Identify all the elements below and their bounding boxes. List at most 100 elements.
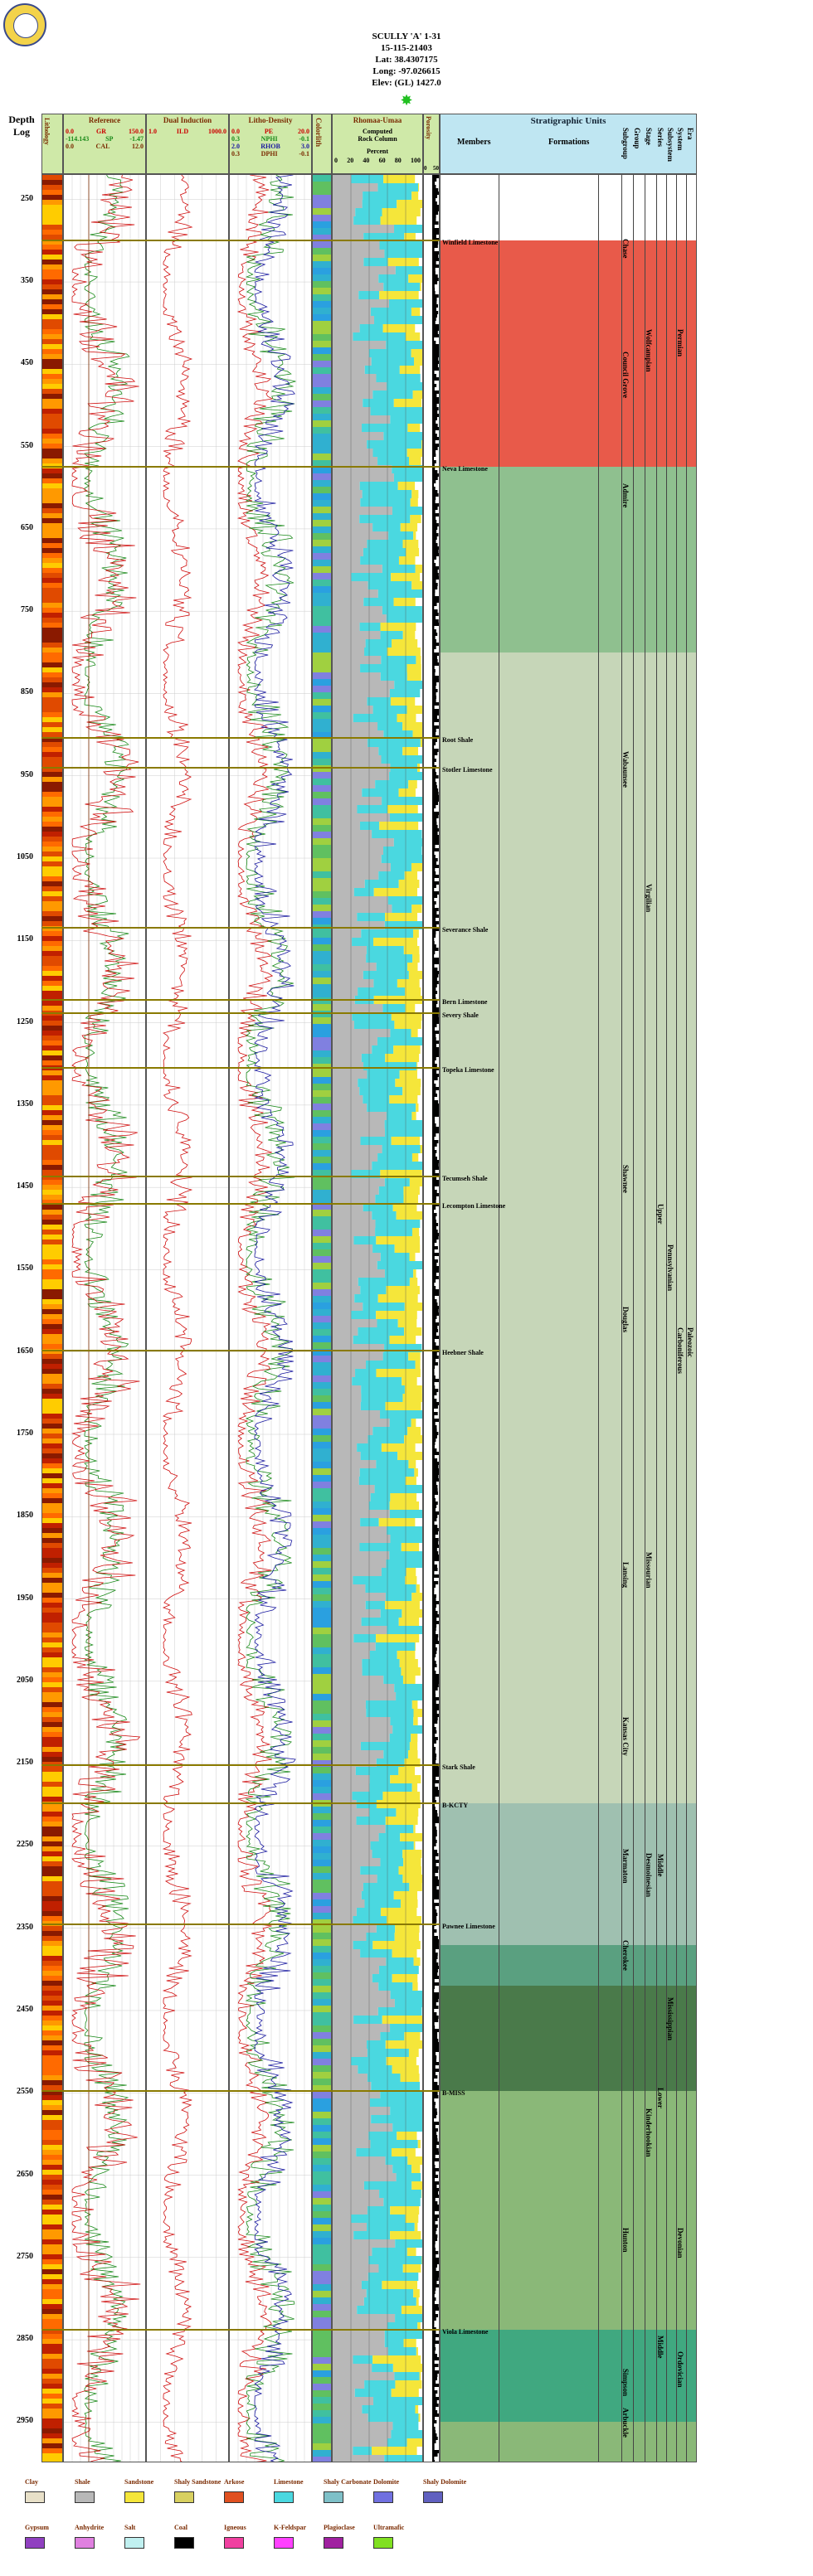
porosity-bar [432, 1555, 439, 1558]
porosity-bar [432, 331, 438, 334]
colorlith-segment [313, 1283, 331, 1289]
porosity-bar [432, 686, 436, 689]
lithology-segment [42, 817, 62, 822]
depth-tick-label: 1950 [17, 1593, 33, 1603]
lithology-segment [42, 1747, 62, 1752]
rock-segment [333, 2215, 352, 2223]
colorlith-segment [313, 944, 331, 951]
rock-segment [400, 1833, 422, 1841]
porosity-bar [432, 235, 436, 238]
porosity-bar [432, 1787, 439, 1790]
well-lat: Lat: 38.4307175 [375, 55, 438, 65]
rock-segment [420, 739, 422, 747]
member-label: Severance Shale [442, 926, 489, 934]
porosity-bar [432, 1286, 436, 1289]
rock-segment [402, 1850, 422, 1858]
legend-swatch [274, 2537, 294, 2549]
rock-segment [361, 1618, 399, 1626]
porosity-bar [432, 1206, 436, 1210]
porosity-bar [432, 871, 436, 875]
rock-segment [333, 332, 353, 341]
rock-segment [393, 1045, 421, 1054]
rock-segment [377, 589, 422, 598]
rock-segment [380, 216, 417, 225]
litho-density-curves [230, 175, 311, 2462]
lithology-segment [42, 1667, 62, 1672]
colorlith-segment [313, 964, 331, 971]
colorlith-segment [313, 274, 331, 281]
porosity-bar [432, 517, 436, 520]
rock-segment [383, 730, 413, 739]
lithology-segment [42, 1812, 62, 1817]
porosity-bar [432, 1226, 436, 1230]
lithology-segment [42, 1329, 62, 1334]
porosity-bar [432, 2271, 439, 2274]
rock-segment [333, 1220, 376, 1228]
rock-segment [333, 1866, 361, 1875]
lithology-segment [42, 1100, 62, 1105]
porosity-bar [432, 689, 438, 692]
lithology-segment [42, 2279, 62, 2284]
porosity-bar [432, 556, 436, 560]
colorlith-segment [313, 2098, 331, 2105]
lithology-segment [42, 1235, 62, 1239]
porosity-bar [432, 914, 439, 918]
colorlith-segment [313, 1528, 331, 1535]
colorlith-segment [313, 1899, 331, 1906]
porosity-bar [432, 417, 437, 420]
porosity-bar [432, 2035, 438, 2039]
porosity-bar [432, 2181, 439, 2185]
rock-segment [333, 391, 373, 399]
porosity-bar [432, 1366, 436, 1369]
rock-segment [333, 1535, 391, 1543]
lithology-segment [42, 767, 62, 772]
lithology-segment [42, 757, 62, 762]
percent-tick: 20 [347, 157, 354, 164]
lithology-segment [42, 230, 62, 235]
colorlith-segment [313, 1707, 331, 1714]
well-name: SCULLY 'A' 1-31 [372, 32, 441, 41]
porosity-bar [432, 357, 439, 361]
rock-segment [333, 1079, 358, 1087]
rock-segment [333, 507, 392, 515]
porosity-bar [432, 2244, 436, 2248]
rock-segment [373, 888, 417, 896]
lithology-segment [42, 1558, 62, 1563]
rock-segment [355, 1369, 377, 1377]
porosity-bar [432, 2417, 436, 2420]
colorlith-segment [313, 1137, 331, 1143]
rock-segment [381, 656, 416, 664]
lithology-segment [42, 1946, 62, 1951]
rock-segment [384, 1344, 422, 1352]
rock-segment [333, 1037, 377, 1045]
porosity-bar [432, 543, 438, 546]
porosity-bar [432, 928, 439, 931]
rock-segment [364, 2380, 396, 2389]
rock-segment [363, 1095, 390, 1104]
legend-swatch [324, 2491, 343, 2503]
lithology-segment [42, 847, 62, 851]
rock-segment [333, 2231, 354, 2239]
lithology-segment [42, 1603, 62, 1608]
rock-segment [366, 1709, 414, 1717]
colorlith-segment [313, 2443, 331, 2450]
rock-segment [333, 424, 363, 432]
porosity-bar [432, 1584, 436, 1588]
porosity-bar [432, 1803, 436, 1807]
porosity-bar [432, 1382, 435, 1385]
porosity-bar [432, 924, 437, 928]
porosity-bar [432, 961, 439, 964]
rock-segment [333, 258, 364, 266]
lithology-segment [42, 2180, 62, 2185]
rock-segment [333, 1875, 377, 1883]
porosity-bar [432, 759, 436, 762]
porosity-bar [432, 1488, 438, 1492]
porosity-bar [432, 1084, 436, 1087]
rock-segment [380, 1253, 410, 1261]
colorlith-segment [313, 1329, 331, 1336]
lithology-segment [42, 652, 62, 657]
formation-top-line [41, 1067, 440, 1070]
porosity-bar [432, 1123, 436, 1127]
lithology-segment [42, 1866, 62, 1871]
colorlith-segment [313, 2198, 331, 2205]
